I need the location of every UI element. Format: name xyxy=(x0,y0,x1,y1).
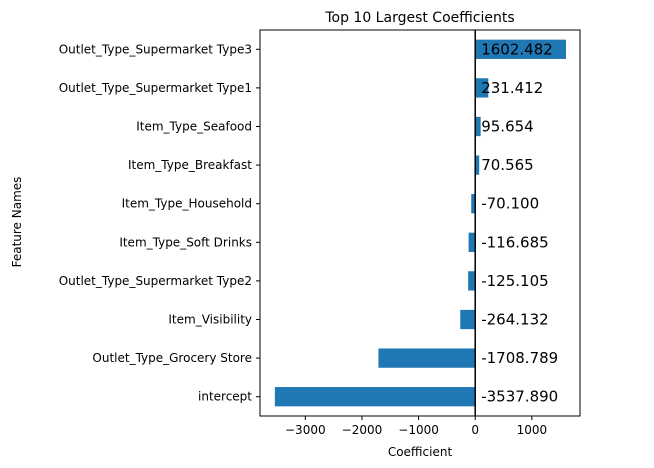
x-tick-label: −1000 xyxy=(398,423,439,437)
data-label: -116.685 xyxy=(481,233,548,251)
bar xyxy=(378,348,476,368)
bar xyxy=(471,194,476,214)
data-label: 70.565 xyxy=(481,156,534,174)
x-tick-label: 1000 xyxy=(517,423,548,437)
bar xyxy=(475,39,566,59)
data-label: -70.100 xyxy=(481,195,539,213)
y-tick-label: Outlet_Type_Grocery Store xyxy=(92,351,252,365)
data-label: 95.654 xyxy=(481,118,534,136)
y-tick-label: intercept xyxy=(198,390,252,404)
plot-frame xyxy=(259,29,581,417)
y-tick-label: Item_Type_Soft Drinks xyxy=(119,235,252,249)
y-tick-label: Outlet_Type_Supermarket Type2 xyxy=(59,274,252,288)
bar xyxy=(460,309,476,330)
x-tick-label: −3000 xyxy=(285,423,326,437)
x-tick-label: −2000 xyxy=(342,423,383,437)
y-axis-label: Feature Names xyxy=(10,177,24,268)
data-label: -264.132 xyxy=(481,311,548,329)
data-labels-group: 1602.482 231.412 95.654 70.565 -70.100 -116.6… xyxy=(481,40,558,405)
bar xyxy=(468,232,476,252)
y-axis: Outlet_Type_Supermarket Type3 Outlet_Type… xyxy=(59,42,260,404)
y-tick-label: Outlet_Type_Supermarket Type3 xyxy=(59,42,252,56)
data-label: 1602.482 xyxy=(481,40,553,58)
y-tick-label: Item_Type_Breakfast xyxy=(128,158,252,172)
y-tick-label: Outlet_Type_Supermarket Type1 xyxy=(59,81,252,95)
bar xyxy=(475,78,489,98)
bar xyxy=(274,387,476,407)
x-axis: −3000 −2000 −1000 0 1000 xyxy=(285,416,547,437)
bar xyxy=(468,271,476,291)
data-label: 231.412 xyxy=(481,79,543,97)
y-tick-label: Item_Type_Household xyxy=(122,197,252,211)
data-label: -125.105 xyxy=(481,272,548,290)
y-tick-label: Item_Type_Seafood xyxy=(136,120,252,134)
x-axis-label: Coefficient xyxy=(388,445,453,459)
y-tick-label: Item_Visibility xyxy=(168,313,252,327)
bar xyxy=(475,116,481,137)
x-tick-label: 0 xyxy=(471,423,479,437)
data-label: -3537.890 xyxy=(481,388,558,406)
data-label: -1708.789 xyxy=(481,349,558,367)
chart-title: Top 10 Largest Coefficients xyxy=(324,10,514,26)
bars-group xyxy=(274,39,566,407)
bar xyxy=(475,155,480,175)
